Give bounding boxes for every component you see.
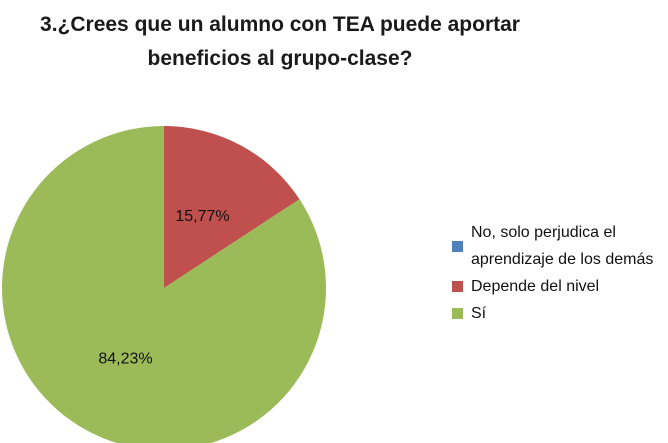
legend-label: No, solo perjudica el aprendizaje de los… — [471, 224, 654, 268]
data-label: 84,23% — [98, 350, 152, 367]
chart-title: 3.¿Crees que un alumno con TEA puede apo… — [40, 13, 520, 70]
legend-swatch — [452, 240, 463, 252]
legend-item: No, solo perjudica el aprendizaje de los… — [452, 219, 668, 273]
legend-item: Sí — [452, 300, 668, 327]
pie-slice — [164, 126, 300, 288]
legend: No, solo perjudica el aprendizaje de los… — [452, 219, 668, 327]
legend-swatch — [452, 281, 463, 292]
pie-slice — [1, 126, 326, 443]
legend-swatch — [452, 308, 463, 319]
data-label: 15,77% — [175, 208, 229, 225]
legend-label: Sí — [471, 305, 487, 322]
legend-item: Depende del nivel — [452, 273, 668, 300]
legend-label: Depende del nivel — [471, 278, 600, 295]
